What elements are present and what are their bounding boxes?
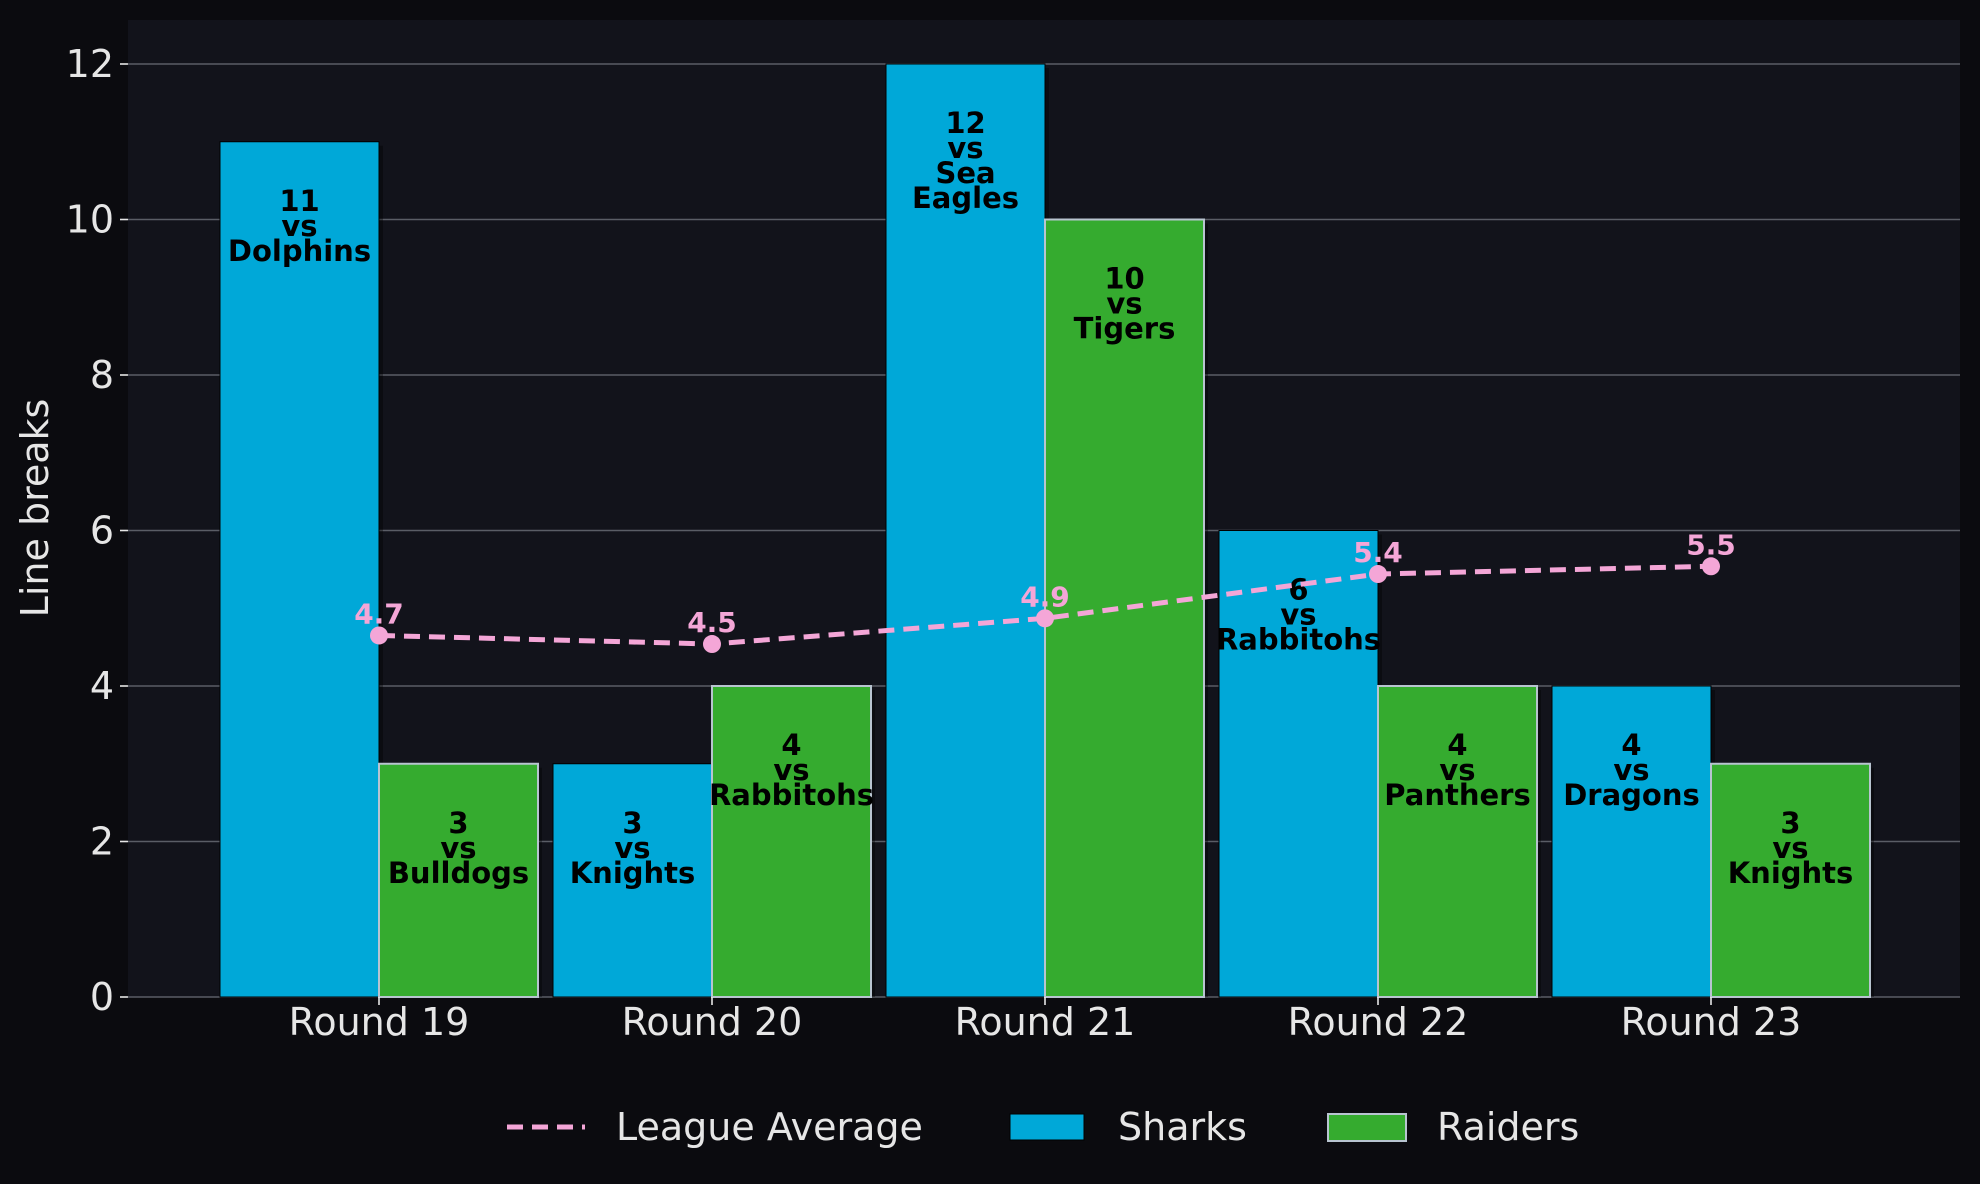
bar-label-raiders-4-2: Knights	[1728, 856, 1854, 890]
bar-label-raiders-1-0: 4	[781, 728, 801, 762]
x-axis-ticks: Round 19 Round 20 Round 21 Round 22 Round 23	[289, 997, 1802, 1044]
bar-label-raiders-1-1: vs	[773, 753, 809, 787]
bar-label-raiders-4-1: vs	[1772, 831, 1808, 865]
bar-label-sharks-4-2: Dragons	[1563, 778, 1700, 812]
ytick-label-2: 2	[90, 820, 114, 864]
bar-label-raiders-4-0: 3	[1780, 806, 1800, 840]
average-label-3: 5.4	[1353, 536, 1403, 569]
bar-sharks-4	[1551, 685, 1712, 998]
bar-label-sharks-1-0: 3	[622, 806, 642, 840]
average-point-1	[703, 635, 721, 654]
average-point-4	[1702, 557, 1720, 576]
bar-label-sharks-4-0: 4	[1621, 728, 1641, 762]
y-axis-ticks: 0 2 4 6 8 10 12	[66, 42, 128, 1019]
bar-label-raiders-2-0: 10	[1104, 262, 1144, 296]
average-line-path	[378, 563, 1712, 647]
legend-swatch-raiders	[1327, 1113, 1407, 1142]
bar-label-raiders-0-2: Bulldogs	[388, 856, 529, 890]
bar-label-sharks-2-2: Sea	[935, 156, 995, 190]
ytick-label-4: 4	[90, 664, 114, 708]
bar-label-sharks-3-2: Rabbitohs	[1216, 623, 1381, 657]
bar-label-sharks-4-1: vs	[1613, 753, 1649, 787]
bar-label-sharks-0-0: 11	[279, 184, 319, 218]
bar-raiders-4	[1710, 762, 1871, 998]
average-label-4: 5.5	[1686, 528, 1736, 561]
bar-label-raiders-3-2: Panthers	[1384, 778, 1530, 812]
y-axis-label: Line breaks	[13, 399, 57, 618]
bars: 11vsDolphins3vsBulldogs3vsKnights4vsRabb…	[219, 63, 1874, 998]
ytick-label-12: 12	[66, 42, 114, 86]
average-point-2	[1036, 609, 1054, 628]
average-label-1: 4.5	[687, 606, 737, 639]
bar-label-sharks-2-1: vs	[947, 131, 983, 165]
bar-label-raiders-3-1: vs	[1439, 753, 1475, 787]
xtick-label-1: Round 20	[622, 1000, 803, 1044]
ytick-label-0: 0	[90, 975, 114, 1019]
legend-label-sharks: Sharks	[1118, 1105, 1247, 1149]
legend-label-raiders: Raiders	[1437, 1105, 1579, 1149]
bar-sharks-1	[552, 763, 713, 998]
legend-swatch-sharks	[1009, 1113, 1085, 1141]
average-point-0	[370, 626, 388, 645]
bar-label-sharks-2-3: Eagles	[912, 181, 1019, 215]
bar-label-sharks-3-0: 6	[1288, 573, 1308, 607]
xtick-label-4: Round 23	[1621, 1000, 1802, 1044]
ytick-label-10: 10	[66, 198, 114, 242]
bar-label-raiders-0-0: 3	[448, 806, 468, 840]
legend: League Average Sharks Raiders	[507, 1105, 1579, 1149]
league-average-line: 4.7 4.5 4.9 5.4 5.5	[354, 528, 1736, 654]
bar-label-sharks-2-0: 12	[945, 106, 985, 140]
xtick-label-2: Round 21	[955, 1000, 1136, 1044]
bar-label-sharks-1-1: vs	[614, 831, 650, 865]
bar-label-sharks-3-1: vs	[1280, 598, 1316, 632]
bar-label-raiders-2-2: Tigers	[1074, 312, 1176, 346]
bar-label-sharks-0-2: Dolphins	[228, 234, 371, 268]
bar-label-raiders-1-2: Rabbitohs	[709, 778, 874, 812]
bar-label-raiders-3-0: 4	[1447, 728, 1467, 762]
ytick-label-6: 6	[90, 509, 114, 553]
bar-raiders-3	[1377, 685, 1538, 998]
ytick-label-8: 8	[90, 353, 114, 397]
legend-label-average: League Average	[616, 1105, 923, 1149]
xtick-label-0: Round 19	[289, 1000, 470, 1044]
average-point-3	[1369, 565, 1387, 584]
bar-raiders-1	[711, 685, 872, 998]
bar-raiders-2	[1044, 218, 1205, 998]
bar-sharks-2	[885, 63, 1046, 998]
bar-label-raiders-2-1: vs	[1106, 287, 1142, 321]
bar-raiders-0	[378, 762, 539, 998]
bar-label-sharks-0-1: vs	[281, 209, 317, 243]
bar-sharks-0	[219, 141, 380, 998]
average-label-0: 4.7	[354, 597, 404, 630]
xtick-label-3: Round 22	[1288, 1000, 1469, 1044]
average-label-2: 4.9	[1020, 580, 1070, 613]
bar-label-sharks-1-2: Knights	[570, 856, 696, 890]
bar-label-raiders-0-1: vs	[440, 831, 476, 865]
bar-sharks-3	[1218, 530, 1379, 998]
